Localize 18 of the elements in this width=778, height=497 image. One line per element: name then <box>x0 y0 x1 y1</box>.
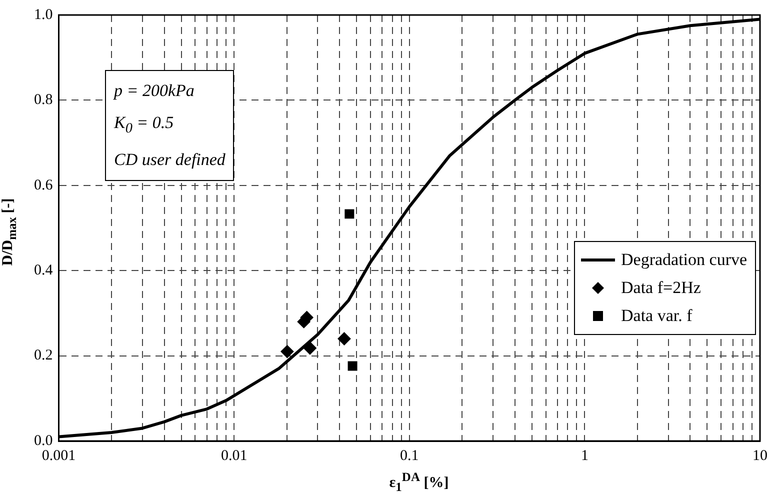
y-tick-label: 0.0 <box>34 432 53 449</box>
x-tick-label: 1 <box>580 448 588 464</box>
y-tick-label: 0.6 <box>34 177 54 194</box>
x-tick-label: 0.001 <box>42 448 76 464</box>
y-tick-label: 0.2 <box>34 348 53 364</box>
x-tick-label: 10 <box>752 448 768 464</box>
annotation: p = 200kPa <box>114 80 196 102</box>
annotation: K$_{0}$ = 0.5 <box>114 112 175 138</box>
y-tick-label: 0.8 <box>34 92 53 108</box>
y-tick-label: 1.0 <box>34 6 53 23</box>
x-tick-label: 0.01 <box>220 448 248 464</box>
legend-label: Degradation curve <box>621 249 748 271</box>
x-axis-title: ε$_{1}$$^{DA}$ [%] <box>388 470 450 495</box>
legend-label: Data var. f <box>621 305 692 327</box>
x-tick-label: 0.1 <box>400 448 419 464</box>
y-tick-label: 0.4 <box>34 262 54 279</box>
legend-label: Data f=2Hz <box>621 277 701 299</box>
annotation: CD user defined <box>114 149 226 172</box>
